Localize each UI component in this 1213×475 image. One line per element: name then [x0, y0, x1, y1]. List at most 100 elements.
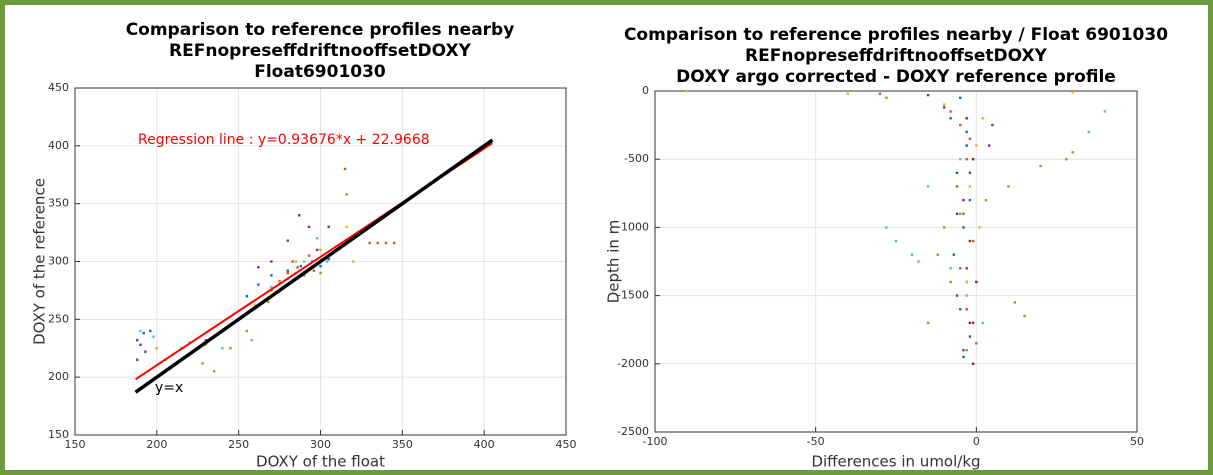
point	[955, 185, 959, 188]
point	[968, 185, 972, 188]
point	[971, 239, 975, 243]
x-tick-label: -50	[807, 435, 825, 448]
point	[257, 266, 260, 269]
point	[266, 300, 270, 304]
point	[368, 241, 371, 245]
y-tick-label: 0	[642, 84, 649, 97]
y-axis-label: Depth in m	[605, 220, 623, 304]
point	[962, 348, 965, 352]
point	[943, 226, 946, 229]
point	[1023, 314, 1026, 318]
annotation: Regression line : y=0.93676*x + 22.9668	[138, 132, 430, 148]
point	[965, 294, 968, 297]
point	[965, 144, 968, 147]
y-tick-label: 450	[48, 81, 69, 94]
point	[949, 267, 952, 270]
point	[212, 370, 216, 373]
point	[975, 280, 978, 284]
point	[376, 241, 379, 245]
point	[685, 89, 689, 93]
y-tick-label: -1000	[617, 220, 649, 233]
point	[962, 212, 965, 215]
point	[959, 267, 962, 270]
point	[885, 226, 888, 229]
point	[1039, 164, 1042, 168]
point	[291, 260, 294, 263]
point	[270, 285, 273, 289]
point	[968, 335, 972, 338]
point	[139, 329, 142, 333]
point	[250, 338, 253, 342]
point	[1071, 91, 1074, 94]
point	[270, 260, 273, 263]
figure: 150 200 250 300 350 400 450 150 200 250 300 350 400 4…	[5, 5, 1208, 470]
point	[155, 347, 159, 350]
point	[229, 347, 232, 350]
point	[1103, 110, 1107, 113]
point	[352, 260, 355, 263]
chart-title: REFnopreseffdriftnooffsetDOXY	[745, 46, 1048, 66]
point	[910, 253, 914, 256]
y-tick-label: 300	[48, 255, 69, 268]
point	[943, 106, 946, 109]
point	[221, 347, 224, 350]
point	[959, 96, 962, 100]
point	[991, 123, 994, 127]
point	[204, 343, 208, 346]
point	[968, 171, 972, 175]
point	[345, 225, 348, 228]
point	[144, 350, 147, 353]
chart-title: DOXY argo corrected - DOXY reference pro…	[676, 67, 1116, 87]
point	[981, 321, 984, 325]
y-tick-label: 150	[48, 428, 69, 441]
point	[959, 123, 962, 127]
point	[965, 117, 968, 120]
point	[319, 264, 322, 268]
point	[296, 266, 299, 269]
point	[319, 271, 322, 275]
point	[1065, 158, 1068, 161]
point	[955, 212, 959, 215]
plot-frame	[654, 90, 1138, 433]
chart-title: Float6901030	[254, 62, 386, 82]
chart-title: REFnopreseffdriftnooffsetDOXY	[169, 41, 472, 61]
point	[257, 283, 260, 286]
point	[965, 267, 968, 270]
chart-title: Comparison to reference profiles nearby …	[624, 25, 1168, 45]
point	[152, 335, 155, 338]
y-tick-label: -1500	[617, 289, 649, 302]
point	[325, 260, 329, 263]
x-tick-label: 200	[146, 438, 167, 451]
x-tick-label: 0	[973, 435, 980, 448]
y-tick-label: 250	[48, 312, 69, 325]
y-tick-label: 350	[48, 197, 69, 210]
point	[286, 269, 289, 272]
point	[981, 117, 984, 120]
point	[943, 103, 946, 106]
point	[949, 280, 952, 284]
point	[959, 158, 962, 161]
x-tick-label: 350	[392, 438, 413, 451]
point	[278, 281, 281, 284]
point	[319, 248, 322, 252]
point	[294, 260, 298, 263]
point	[245, 295, 249, 298]
point	[142, 332, 145, 335]
point	[327, 225, 330, 228]
point	[135, 358, 139, 362]
point	[245, 329, 249, 333]
point	[968, 198, 972, 202]
x-tick-label: 400	[474, 438, 495, 451]
point	[926, 185, 930, 188]
fit-line	[134, 138, 494, 394]
point	[384, 241, 388, 245]
point	[975, 342, 978, 345]
point	[894, 239, 898, 243]
point	[968, 239, 972, 243]
point	[949, 117, 952, 120]
point	[302, 260, 306, 263]
point	[139, 343, 142, 346]
point	[327, 257, 330, 261]
y-tick-label: -2500	[617, 425, 649, 438]
annotation: y=x	[155, 380, 183, 396]
